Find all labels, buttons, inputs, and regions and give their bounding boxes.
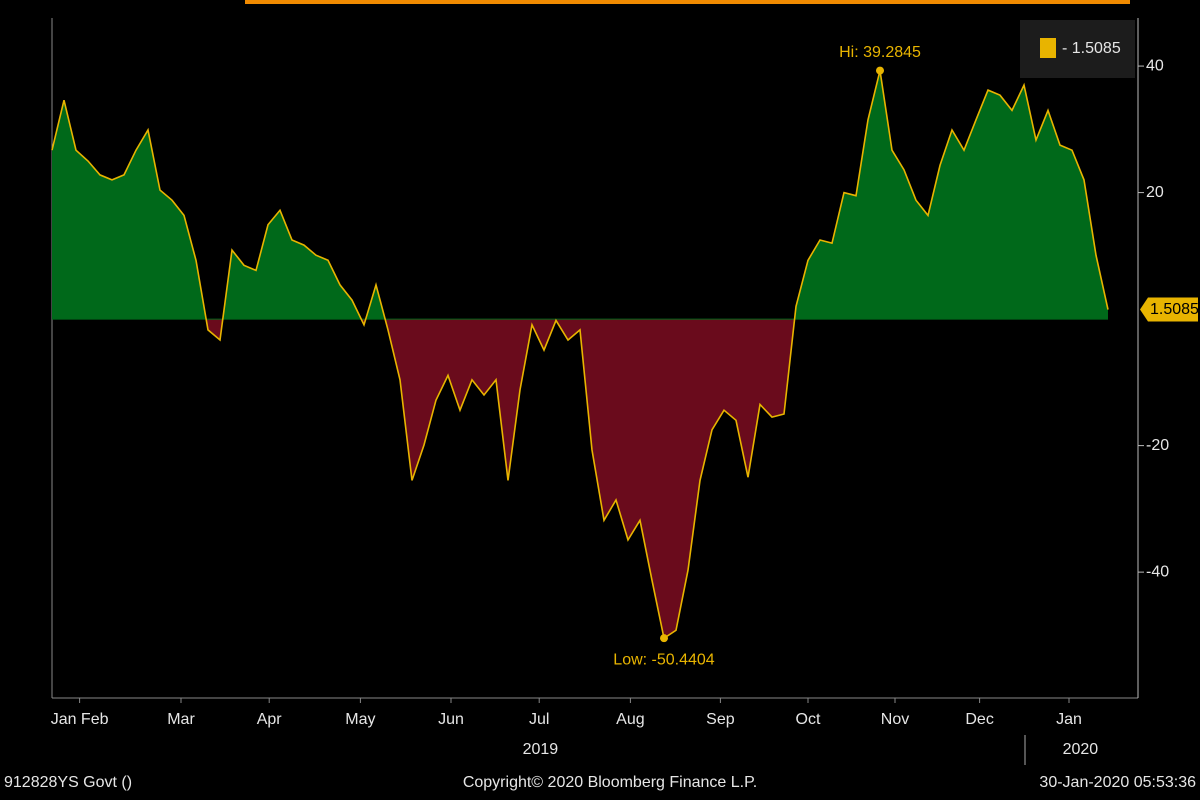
year-label: 2019 (523, 741, 559, 758)
footer-center: Copyright© 2020 Bloomberg Finance L.P. (463, 774, 757, 791)
x-tick-label: May (345, 711, 375, 728)
low-marker (660, 634, 668, 643)
legend-swatch (1040, 38, 1056, 58)
legend-box (1020, 20, 1135, 78)
x-tick-label: Apr (257, 711, 283, 728)
footer-left: 912828YS Govt () (4, 774, 132, 791)
x-tick-label: Jan (1056, 711, 1082, 728)
x-tick-label: Jul (529, 711, 549, 728)
low-annotation: Low: -50.4404 (613, 651, 715, 668)
positive-area (52, 70, 1108, 319)
x-tick-label: Jan Feb (51, 711, 109, 728)
high-marker (876, 66, 884, 75)
last-value-tag (1140, 297, 1198, 322)
footer-right: 30-Jan-2020 05:53:36 (1039, 774, 1196, 791)
y-tick-label: -40 (1146, 563, 1169, 580)
high-annotation: Hi: 39.2845 (839, 44, 921, 61)
x-tick-label: Sep (706, 711, 735, 728)
last-value-label: 1.5085 (1150, 301, 1199, 318)
y-tick-label: -20 (1146, 437, 1169, 454)
line (51, 70, 1109, 640)
x-tick-label: Dec (965, 711, 993, 728)
y-tick-label: 40 (1146, 57, 1164, 74)
legend-label: - 1.5085 (1062, 40, 1121, 57)
x-tick-label: Jun (438, 711, 464, 728)
year-label: 2020 (1063, 741, 1099, 758)
x-tick-label: Mar (167, 711, 195, 728)
x-tick-label: Aug (616, 711, 644, 728)
y-tick-label: 20 (1146, 184, 1164, 201)
x-tick-label: Nov (881, 711, 909, 728)
x-tick-label: Oct (796, 711, 821, 728)
top-bar (245, 0, 1130, 4)
